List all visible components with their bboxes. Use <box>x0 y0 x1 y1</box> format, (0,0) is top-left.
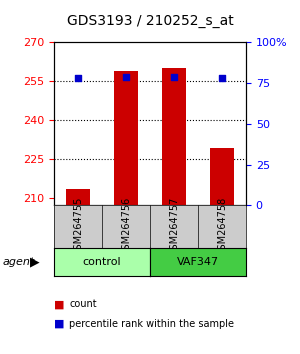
Text: agent: agent <box>3 257 35 267</box>
Text: ▶: ▶ <box>30 256 40 268</box>
Text: GSM264756: GSM264756 <box>121 197 131 256</box>
Point <box>124 74 128 80</box>
Text: GDS3193 / 210252_s_at: GDS3193 / 210252_s_at <box>67 14 233 28</box>
Text: GSM264755: GSM264755 <box>73 197 83 256</box>
Point <box>220 75 224 81</box>
Text: VAF347: VAF347 <box>177 257 219 267</box>
Text: control: control <box>83 257 121 267</box>
Point <box>76 75 80 81</box>
Text: GSM264758: GSM264758 <box>217 197 227 256</box>
Bar <box>210 148 234 205</box>
Text: percentile rank within the sample: percentile rank within the sample <box>69 319 234 329</box>
Text: ■: ■ <box>54 319 64 329</box>
Bar <box>114 71 138 205</box>
Bar <box>66 189 90 205</box>
Text: GSM264757: GSM264757 <box>169 197 179 256</box>
Text: ■: ■ <box>54 299 64 309</box>
Bar <box>162 68 186 205</box>
Point <box>172 74 176 80</box>
Text: count: count <box>69 299 97 309</box>
